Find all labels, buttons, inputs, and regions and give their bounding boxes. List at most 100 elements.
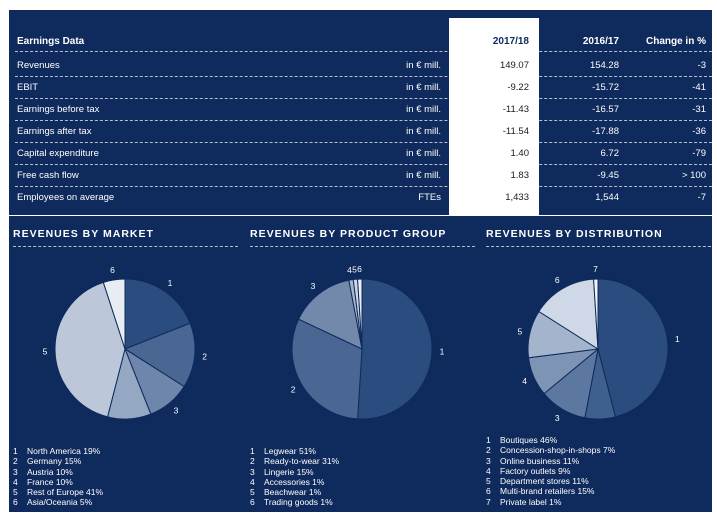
legend-number: 6: [250, 497, 255, 508]
row-divider: [15, 76, 712, 77]
table-bottom-rule: [9, 215, 712, 216]
header-col-2016: 2016/17: [582, 36, 619, 47]
value-2016: 6.72: [600, 148, 620, 159]
legend-number: 4: [250, 476, 255, 487]
chart-section-distribution: REVENUES BY DISTRIBUTION 1234567 1Boutiq…: [486, 224, 711, 512]
table-row: EBIT in € mill. -9.22 -15.72 -41: [9, 76, 712, 98]
pie-slice-6: [102, 278, 126, 350]
legend-number: 7: [486, 496, 491, 507]
slice-label: 6: [110, 265, 115, 275]
slice-label: 3: [555, 413, 560, 423]
legend-item: 5 Department stores 11%: [486, 476, 615, 486]
legend-item: 6 Asia/Oceania 5%: [13, 497, 103, 507]
legend-text: France 10%: [27, 476, 73, 487]
table-row: Earnings before tax in € mill. -11.43 -16.5…: [9, 98, 712, 120]
legend-item: 4 France 10%: [13, 477, 103, 487]
legend-item: 2 Ready-to-wear 31%: [250, 456, 339, 466]
row-label: Capital expenditure: [17, 148, 99, 159]
value-2017: -11.43: [502, 104, 529, 115]
value-2016: -9.45: [597, 170, 619, 181]
slice-label: 2: [202, 352, 207, 362]
slice-label: 5: [352, 264, 357, 274]
legend-number: 2: [250, 456, 255, 467]
pie-slice-7: [593, 278, 599, 350]
slice-label: 3: [174, 406, 179, 416]
table-row: Free cash flow in € mill. 1.83 -9.45 > 100: [9, 164, 712, 186]
legend-number: 3: [486, 455, 491, 466]
slice-label: 3: [311, 281, 316, 291]
row-unit: in € mill.: [406, 82, 441, 93]
legend-text: Boutiques 46%: [500, 435, 558, 445]
row-label: Earnings before tax: [17, 104, 100, 115]
table-row: Earnings after tax in € mill. -11.54 -17.88…: [9, 120, 712, 142]
table-row: Capital expenditure in € mill. 1.40 6.72 -79: [9, 142, 712, 164]
row-label: Earnings after tax: [17, 126, 92, 137]
value-2016: -17.88: [592, 126, 619, 137]
legend-text: Lingerie 15%: [264, 466, 314, 477]
legend-item: 7 Private label 1%: [486, 497, 615, 507]
legend-text: Rest of Europe 41%: [27, 487, 104, 498]
legend-item: 1 North America 19%: [13, 446, 103, 456]
value-2016: -15.72: [592, 82, 619, 93]
row-divider: [15, 186, 712, 187]
legend-text: Private label 1%: [500, 496, 562, 507]
section-divider: [486, 246, 711, 247]
value-2017: -9.22: [507, 82, 529, 93]
row-label: Free cash flow: [17, 170, 79, 181]
row-divider: [15, 98, 712, 99]
row-divider: [15, 164, 712, 165]
row-unit: in € mill.: [406, 104, 441, 115]
legend-text: Germany 15%: [27, 456, 82, 467]
legend-product-group: 1 Legwear 51% 2 Ready-to-wear 31% 3 Lingerie …: [250, 446, 339, 508]
slice-label: 6: [555, 275, 560, 285]
legend-distribution: 1 Boutiques 46% 2 Concession-shop-in-shops …: [486, 435, 615, 507]
legend-number: 4: [486, 465, 491, 476]
value-2017: 1,433: [505, 192, 529, 203]
slice-label: 4: [347, 265, 352, 275]
chart-title: REVENUES BY DISTRIBUTION: [486, 228, 663, 240]
legend-number: 3: [250, 466, 255, 477]
slice-label: 4: [522, 376, 527, 386]
value-change: -41: [692, 82, 706, 93]
row-label: EBIT: [17, 82, 39, 93]
slice-label: 5: [518, 327, 523, 337]
value-2016: 1,544: [595, 192, 619, 203]
row-unit: in € mill.: [406, 60, 441, 71]
row-label: Revenues: [17, 60, 60, 71]
legend-number: 1: [250, 446, 255, 456]
value-change: -31: [692, 104, 706, 115]
legend-number: 5: [250, 487, 255, 498]
row-label: Employees on average: [17, 192, 115, 203]
table-header-row: Earnings Data 2017/18 2016/17 Change in …: [9, 30, 712, 52]
legend-text: Trading goods 1%: [264, 497, 333, 508]
header-col-change: Change in %: [645, 36, 706, 47]
table-row: Employees on average FTEs 1,433 1,544 -7: [9, 186, 712, 208]
legend-number: 6: [486, 486, 491, 497]
legend-text: Department stores 11%: [500, 476, 589, 487]
slice-label: 7: [593, 264, 598, 274]
legend-item: 5 Beachwear 1%: [250, 487, 339, 497]
legend-item: 2 Germany 15%: [13, 456, 103, 466]
pie-slice-6: [538, 278, 599, 350]
row-unit: in € mill.: [406, 148, 441, 159]
legend-item: 5 Rest of Europe 41%: [13, 487, 103, 497]
legend-text: Factory outlets 9%: [500, 465, 571, 476]
row-unit: FTEs: [418, 192, 441, 203]
header-col-2017: 2017/18: [492, 36, 529, 47]
legend-item: 1 Boutiques 46%: [486, 435, 615, 445]
pie-slice-6: [357, 278, 363, 350]
legend-text: Legwear 51%: [264, 446, 316, 456]
table-title: Earnings Data: [17, 36, 85, 47]
legend-text: Accessories 1%: [264, 476, 325, 487]
legend-text: Asia/Oceania 5%: [27, 497, 93, 508]
slice-label: 1: [440, 347, 445, 357]
pie-slice-1: [357, 278, 433, 420]
legend-item: 3 Austria 10%: [13, 467, 103, 477]
pie-slice-5: [54, 281, 126, 418]
legend-number: 2: [13, 456, 18, 467]
legend-item: 6 Trading goods 1%: [250, 497, 339, 507]
legend-item: 4 Accessories 1%: [250, 477, 339, 487]
value-change: -7: [697, 192, 706, 203]
legend-text: Beachwear 1%: [264, 487, 322, 498]
